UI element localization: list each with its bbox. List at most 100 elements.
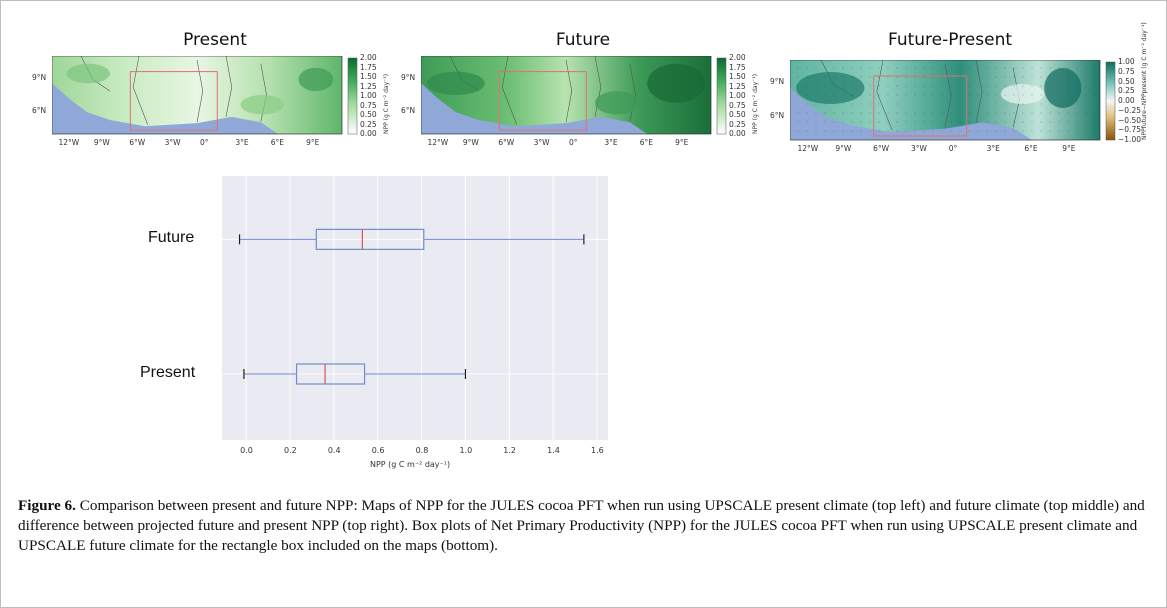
significance-dot: [1085, 130, 1087, 132]
significance-dot: [824, 67, 826, 69]
significance-dot: [977, 103, 979, 105]
significance-dot: [1058, 121, 1060, 123]
significance-dot: [1049, 103, 1051, 105]
significance-dot: [797, 76, 799, 78]
significance-dot: [968, 67, 970, 69]
significance-dot: [1031, 67, 1033, 69]
x-tick-label: 1.4: [547, 446, 560, 455]
colorbar-tick: 1.75: [360, 62, 377, 72]
significance-dot: [932, 67, 934, 69]
significance-dot: [968, 130, 970, 132]
colorbar-tick: 0.75: [1118, 66, 1135, 76]
significance-dot: [833, 67, 835, 69]
significance-dot: [860, 85, 862, 87]
significance-dot: [860, 130, 862, 132]
significance-dot: [1031, 94, 1033, 96]
significance-dot: [1049, 67, 1051, 69]
significance-dot: [833, 121, 835, 123]
panel-title-present: Present: [183, 30, 247, 50]
significance-dot: [905, 121, 907, 123]
ocean: [790, 88, 1032, 140]
significance-dot: [833, 85, 835, 87]
lon-tick: 9°W: [835, 144, 852, 153]
significance-dot: [824, 76, 826, 78]
significance-dot: [1040, 85, 1042, 87]
colorbar-tick: 0.50: [729, 110, 746, 119]
significance-dot: [806, 85, 808, 87]
figure-caption: Figure 6. Comparison between present and…: [18, 496, 1153, 556]
lon-tick: 6°E: [270, 138, 285, 147]
significance-dot: [842, 85, 844, 87]
lon-tick: 0°: [200, 138, 209, 147]
x-tick-label: 1.6: [591, 446, 604, 455]
significance-dot: [869, 67, 871, 69]
lon-tick: 3°E: [604, 138, 618, 147]
significance-dot: [860, 121, 862, 123]
significance-dot: [914, 76, 916, 78]
lon-tick: 0°: [948, 144, 958, 153]
boxplot-svg: [222, 176, 608, 440]
panel-title-future: Future: [555, 30, 611, 50]
significance-dot: [1022, 85, 1024, 87]
significance-dot: [860, 103, 862, 105]
significance-dot: [869, 76, 871, 78]
x-axis-label: NPP (g C m⁻² day⁻¹): [370, 460, 451, 469]
significance-dot: [1031, 121, 1033, 123]
lon-tick: 3°W: [910, 144, 927, 153]
map-svg: [790, 60, 1116, 141]
significance-dot: [842, 103, 844, 105]
significance-dot: [1013, 67, 1015, 69]
significance-dot: [941, 67, 943, 69]
colorbar-tick: 1.25: [729, 81, 746, 91]
significance-dot: [869, 130, 871, 132]
significance-dot: [815, 121, 817, 123]
significance-dot: [941, 121, 943, 123]
npp-boxplot: Future Present 0.0 0.2 0.4 0.6 0.8 1.0 1.2 1.4 1.6…: [130, 170, 610, 475]
significance-dot: [1094, 67, 1096, 69]
significance-dot: [1094, 103, 1096, 105]
significance-dot: [842, 67, 844, 69]
significance-dot: [815, 112, 817, 114]
significance-dot: [869, 85, 871, 87]
significance-dot: [923, 85, 925, 87]
category-label: Future: [148, 229, 195, 247]
x-tick-label: 1.2: [503, 446, 517, 455]
lon-tick: 12°W: [427, 138, 449, 147]
significance-dot: [842, 121, 844, 123]
significance-dot: [806, 103, 808, 105]
significance-dot: [959, 67, 961, 69]
significance-dot: [833, 76, 835, 78]
significance-dot: [1076, 85, 1078, 87]
map-future: 2.00 1.75 1.50 1.25 1.00 0.75 0.50 0.25 0.00 NPP …: [401, 53, 767, 154]
significance-dot: [968, 112, 970, 114]
significance-dot: [1013, 76, 1015, 78]
significance-dot: [896, 67, 898, 69]
colorbar-tick: 1.00: [1118, 57, 1135, 66]
significance-dot: [977, 121, 979, 123]
significance-dot: [1094, 130, 1096, 132]
lon-tick: 12°W: [58, 138, 80, 147]
data-patch: [595, 91, 639, 115]
significance-dot: [914, 121, 916, 123]
significance-dot: [878, 130, 880, 132]
significance-dot: [995, 94, 997, 96]
data-patch: [66, 63, 110, 84]
significance-dot: [842, 112, 844, 114]
colorbar-tick: 1.50: [729, 72, 746, 81]
lon-tick: 6°E: [1024, 144, 1038, 153]
significance-dot: [851, 112, 853, 114]
ocean: [421, 83, 648, 134]
significance-dot: [932, 94, 934, 96]
significance-dot: [986, 112, 988, 114]
significance-dot: [1085, 67, 1087, 69]
colorbar-tick: 0.00: [729, 129, 746, 138]
significance-dot: [968, 103, 970, 105]
significance-dot: [887, 67, 889, 69]
significance-dot: [932, 85, 934, 87]
significance-dot: [833, 94, 835, 96]
significance-dot: [1049, 85, 1051, 87]
significance-dot: [851, 94, 853, 96]
box-future: [315, 228, 425, 250]
significance-dot: [968, 76, 970, 78]
significance-dot: [1094, 94, 1096, 96]
